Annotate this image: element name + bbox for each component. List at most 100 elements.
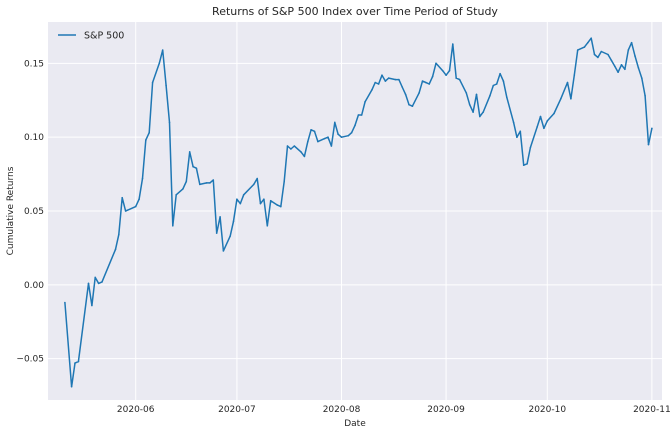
data-point (495, 83, 498, 85)
data-point (151, 81, 154, 84)
data-point (475, 93, 478, 96)
data-point (138, 198, 140, 200)
data-point (566, 81, 569, 84)
data-point (502, 80, 505, 82)
y-axis-label: Cumulative Returns (6, 166, 16, 255)
data-point (188, 151, 191, 153)
data-point (374, 81, 377, 84)
data-point (499, 72, 501, 75)
data-point (172, 225, 174, 227)
data-point (300, 151, 302, 153)
data-point (330, 145, 333, 147)
data-point (269, 199, 272, 202)
x-tick-label: 2020-11 (633, 405, 670, 415)
data-point (421, 80, 424, 82)
data-point (425, 81, 427, 84)
data-point (266, 225, 269, 227)
data-point (489, 95, 491, 97)
data-point (175, 194, 177, 196)
data-point (323, 137, 326, 140)
data-point (593, 53, 596, 56)
data-point (401, 86, 404, 88)
data-point (114, 248, 117, 251)
data-point (387, 77, 390, 79)
data-point (215, 232, 218, 234)
series-layer (64, 37, 653, 388)
data-point (468, 103, 471, 106)
data-point (327, 136, 329, 138)
data-point (441, 69, 444, 72)
data-point (165, 84, 167, 87)
data-point (168, 121, 171, 124)
data-point (455, 77, 458, 79)
data-point (212, 179, 215, 181)
data-point (195, 167, 198, 169)
data-point (637, 67, 640, 69)
data-point (357, 114, 360, 116)
data-point (145, 139, 147, 141)
data-point (239, 202, 242, 205)
data-point (647, 143, 650, 146)
data-point (158, 62, 161, 65)
legend-label: S&P 500 (84, 31, 124, 42)
y-tick-label: 0.15 (24, 59, 44, 69)
data-point (185, 180, 188, 183)
data-point (219, 216, 221, 218)
y-axis-ticks: −0.05 0.00 0.05 0.10 0.15 (16, 59, 44, 364)
data-point (97, 282, 100, 285)
data-point (377, 83, 380, 85)
data-point (644, 95, 646, 97)
data-point (590, 37, 592, 39)
data-point (259, 202, 262, 205)
data-point (529, 146, 532, 149)
data-point (610, 59, 613, 62)
data-point (242, 194, 245, 196)
data-point (398, 78, 400, 81)
data-point (641, 77, 643, 79)
data-point (465, 92, 468, 94)
data-point (199, 183, 201, 186)
data-point (222, 250, 225, 252)
data-point (293, 145, 296, 147)
data-point (340, 136, 343, 138)
data-point (614, 65, 616, 68)
data-point (161, 49, 164, 51)
data-point (70, 385, 73, 388)
data-point (148, 131, 150, 134)
data-point (350, 131, 353, 134)
data-point (303, 155, 306, 158)
data-point (134, 205, 137, 208)
data-point (651, 127, 653, 130)
data-point (74, 362, 76, 364)
data-point (256, 177, 259, 180)
data-point (408, 103, 410, 106)
data-point (553, 112, 555, 115)
data-point (313, 130, 316, 133)
data-point (617, 71, 619, 73)
x-axis-ticks: 2020-06 2020-07 2020-08 2020-09 2020-10 2020-… (117, 405, 670, 415)
data-point (64, 301, 66, 304)
data-point (77, 360, 80, 363)
series-line-sp500 (64, 37, 653, 388)
data-point (526, 163, 528, 165)
y-tick-label: 0.05 (24, 207, 44, 217)
data-point (91, 304, 93, 307)
data-point (101, 281, 103, 283)
data-point (435, 62, 437, 65)
data-point (630, 41, 633, 44)
data-point (620, 64, 623, 66)
data-point (94, 276, 96, 279)
data-point (371, 89, 373, 91)
data-point (307, 140, 309, 143)
data-point (519, 130, 522, 133)
legend: S&P 500 (58, 31, 124, 42)
data-point (492, 84, 495, 87)
data-point (209, 182, 211, 184)
y-tick-label: −0.05 (16, 355, 44, 365)
data-point (87, 282, 90, 285)
data-point (364, 100, 366, 103)
data-point (404, 93, 407, 96)
data-point (334, 121, 336, 124)
